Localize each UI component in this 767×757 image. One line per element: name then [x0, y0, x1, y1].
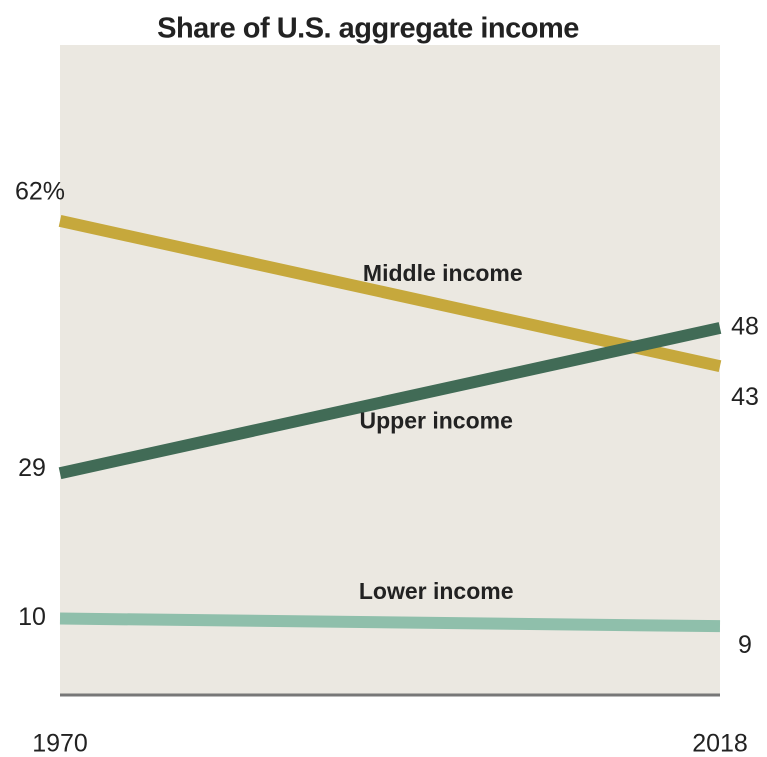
plot-background [60, 45, 720, 695]
series-line [59, 612, 721, 633]
end-label: 9 [738, 631, 752, 659]
series-name: Middle income [363, 260, 523, 286]
end-label: 43 [731, 383, 759, 411]
end-label: 29 [18, 454, 46, 482]
end-label: 10 [18, 603, 46, 631]
x-tick-label: 1970 [32, 730, 88, 757]
x-tick-label: 2018 [692, 730, 748, 757]
series-name: Lower income [359, 578, 514, 604]
series-line [58, 215, 722, 373]
chart-title: Share of U.S. aggregate income [157, 13, 579, 45]
end-label: 48 [731, 313, 759, 341]
series-name: Upper income [360, 407, 513, 433]
series-line [58, 322, 722, 480]
end-label: 62% [15, 177, 65, 205]
